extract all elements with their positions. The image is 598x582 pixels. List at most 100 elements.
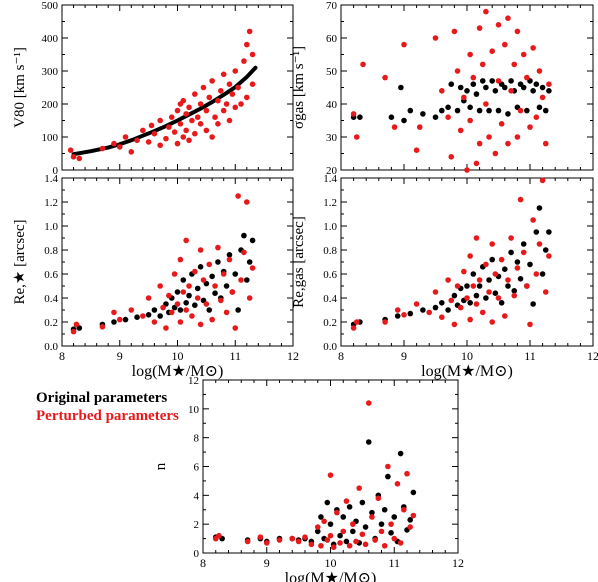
data-point: [505, 283, 511, 289]
y-tick-label: 1.2: [323, 197, 337, 209]
y-tick-label: 300: [42, 66, 59, 78]
data-point: [122, 316, 129, 323]
y-tick-label: 2: [194, 519, 200, 531]
data-point: [180, 134, 187, 140]
data-point: [498, 300, 505, 306]
data-point: [546, 229, 552, 235]
data-point: [527, 124, 533, 130]
data-point: [314, 528, 321, 535]
data-point: [467, 117, 473, 124]
data-point: [226, 117, 233, 124]
data-point: [70, 154, 77, 160]
data-point: [385, 463, 391, 470]
series-original: [212, 439, 417, 548]
data-point: [432, 304, 439, 311]
data-point: [464, 295, 470, 301]
data-point: [542, 247, 549, 253]
data-point: [249, 237, 256, 244]
data-point: [514, 259, 521, 265]
chart-sigma: 20 30 40 50 60 70 σgas [km s⁻¹]: [291, 0, 594, 177]
data-point: [209, 316, 215, 323]
data-point: [203, 107, 210, 114]
data-point: [241, 58, 247, 64]
data-point: [356, 485, 362, 491]
data-point: [401, 312, 407, 318]
data-point: [432, 35, 439, 41]
data-point: [244, 199, 250, 205]
data-point: [439, 107, 445, 114]
data-point: [539, 177, 546, 184]
data-point: [476, 107, 483, 114]
data-point: [381, 506, 388, 513]
data-point: [340, 514, 347, 520]
data-point: [206, 261, 213, 268]
data-point: [302, 534, 308, 540]
data-point: [362, 524, 369, 530]
data-point: [520, 241, 527, 247]
data-point: [407, 524, 413, 530]
data-point: [223, 283, 230, 289]
data-point: [492, 271, 499, 277]
data-point: [470, 271, 477, 277]
data-point: [483, 84, 489, 91]
data-point: [70, 328, 77, 335]
data-point: [448, 297, 455, 304]
y-tick-label: 0.0: [323, 341, 337, 353]
data-point: [473, 292, 480, 299]
data-point: [116, 316, 123, 323]
data-point: [457, 127, 464, 134]
data-point: [369, 509, 375, 516]
data-point: [318, 514, 324, 520]
data-point: [467, 316, 473, 323]
data-point: [394, 313, 401, 319]
data-point: [192, 130, 198, 137]
data-point: [451, 321, 458, 328]
data-point: [238, 277, 244, 283]
data-point: [391, 124, 398, 130]
data-point: [432, 289, 439, 295]
data-point: [183, 300, 189, 306]
y-axis-label: σgas [km s⁻¹]: [291, 46, 307, 129]
y-tick-label: 40: [326, 99, 338, 111]
data-point: [223, 101, 230, 107]
data-point: [171, 129, 178, 135]
data-point: [177, 307, 184, 313]
data-point: [151, 130, 158, 137]
data-point: [439, 88, 445, 94]
data-point: [192, 91, 198, 97]
data-point: [166, 124, 172, 130]
data-point: [163, 135, 169, 142]
y-axis-label: Re,★ [arcsec]: [12, 219, 28, 304]
y-tick-label: 100: [42, 132, 59, 144]
data-point: [391, 535, 398, 542]
data-point: [470, 283, 477, 289]
data-point: [212, 290, 218, 297]
data-point: [388, 114, 395, 120]
data-point: [445, 104, 451, 111]
data-point: [308, 541, 315, 548]
data-point: [464, 88, 470, 94]
data-point: [249, 51, 256, 58]
data-point: [401, 506, 407, 513]
data-point: [530, 301, 536, 307]
data-point: [226, 81, 233, 87]
data-point: [527, 261, 533, 268]
y-tick-label: 200: [42, 99, 59, 111]
data-point: [385, 473, 391, 480]
data-point: [183, 127, 189, 134]
series-original: [350, 78, 552, 124]
data-point: [511, 61, 518, 68]
data-point: [533, 229, 540, 235]
data-point: [244, 277, 250, 283]
data-point: [524, 74, 530, 81]
data-point: [321, 518, 327, 525]
data-point: [157, 313, 163, 319]
data-point: [343, 498, 350, 504]
x-tick-label: 12: [587, 349, 598, 363]
data-point: [407, 107, 414, 114]
data-point: [483, 261, 489, 268]
y-axis-label: Re,gas [arcsec]: [291, 216, 307, 308]
data-point: [486, 277, 492, 283]
data-point: [378, 521, 385, 527]
data-point: [134, 314, 140, 321]
